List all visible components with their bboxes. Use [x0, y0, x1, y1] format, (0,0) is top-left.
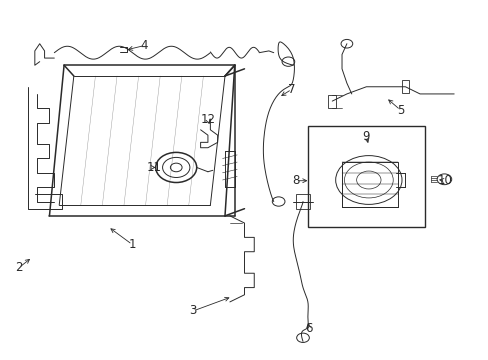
Bar: [401, 80, 408, 93]
Bar: [341, 162, 397, 207]
Text: 1: 1: [128, 238, 136, 251]
Text: 8: 8: [291, 174, 299, 187]
Text: 5: 5: [396, 104, 404, 117]
Text: 9: 9: [362, 130, 369, 143]
Text: 3: 3: [189, 305, 197, 318]
Bar: [307, 126, 424, 226]
Bar: [295, 194, 310, 209]
Text: 11: 11: [146, 161, 161, 174]
Text: 7: 7: [287, 83, 295, 96]
Text: 10: 10: [437, 174, 452, 187]
Bar: [328, 95, 335, 108]
Text: 12: 12: [200, 113, 215, 126]
Text: 6: 6: [305, 322, 312, 335]
Text: 4: 4: [141, 39, 148, 52]
Text: 2: 2: [15, 261, 22, 274]
